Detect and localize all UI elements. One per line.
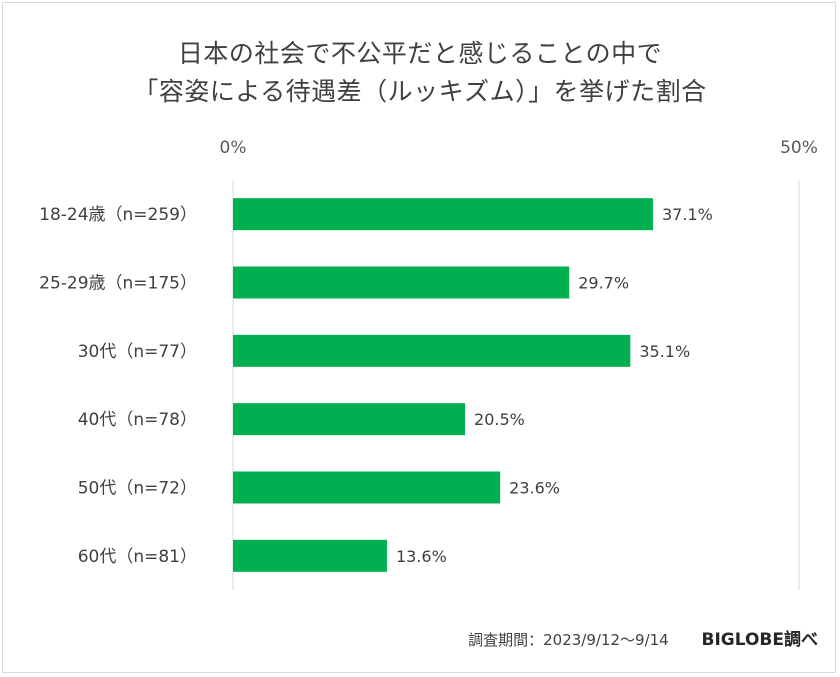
bar-3 bbox=[233, 403, 466, 436]
category-label: 25-29歳（n=175） bbox=[39, 274, 197, 294]
chart-title-line1: 日本の社会で不公平だと感じることの中で bbox=[177, 39, 663, 68]
bar-2 bbox=[233, 334, 631, 367]
value-label: 13.6% bbox=[396, 547, 447, 566]
x-tick-label: 50% bbox=[780, 138, 818, 158]
bar-4 bbox=[233, 471, 501, 504]
bar-1 bbox=[233, 266, 570, 299]
category-label: 30代（n=77） bbox=[78, 342, 197, 362]
bar-0 bbox=[233, 198, 653, 231]
source-brand: BIGLOBE調べ bbox=[701, 630, 819, 650]
value-label: 23.6% bbox=[509, 479, 560, 498]
category-label: 50代（n=72） bbox=[78, 479, 197, 499]
category-label: 18-24歳（n=259） bbox=[39, 205, 197, 225]
survey-period: 調査期間：2023/9/12～9/14 bbox=[468, 631, 669, 649]
bar-5 bbox=[233, 539, 387, 572]
footer: 調査期間：2023/9/12～9/14 BIGLOBE調べ bbox=[468, 625, 818, 650]
value-label: 29.7% bbox=[578, 274, 629, 293]
category-label: 40代（n=78） bbox=[78, 410, 197, 430]
category-label: 60代（n=81） bbox=[78, 547, 197, 567]
value-label: 37.1% bbox=[662, 205, 713, 224]
value-label: 35.1% bbox=[639, 342, 690, 361]
chart-title-line2: 「容姿による待遇差（ルッキズム）」を挙げた割合 bbox=[133, 77, 707, 106]
value-label: 20.5% bbox=[474, 410, 525, 429]
x-tick-label: 0% bbox=[220, 138, 247, 158]
